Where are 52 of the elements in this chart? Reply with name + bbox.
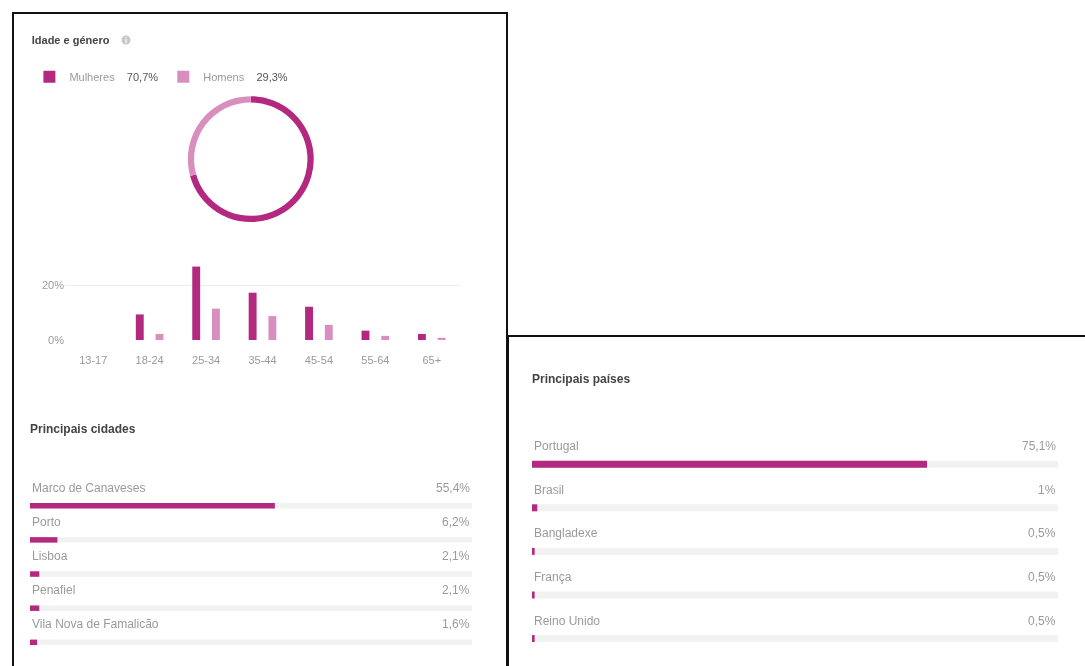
data-label: 0,5% (1028, 526, 1056, 540)
bar (135, 314, 144, 340)
bar (268, 316, 277, 340)
data-label: 1% (1038, 483, 1056, 497)
bar (381, 335, 390, 340)
donut-slice (187, 96, 251, 176)
x-tick-label: 13-17 (79, 354, 108, 366)
bar (324, 324, 333, 340)
y-tick-label: Brasil (534, 483, 565, 497)
data-label: 55,4% (436, 481, 471, 495)
y-tick-label: Porto (32, 515, 62, 529)
legend-label: Homens (203, 71, 245, 84)
data-label: 2,1% (442, 583, 470, 597)
y-tick-label: Bangladexe (534, 526, 598, 540)
data-label: 70,7% (126, 71, 159, 84)
x-tick-label: 18-24 (135, 354, 164, 366)
bar (30, 537, 58, 543)
y-tick-label: Lisboa (32, 549, 68, 563)
y-tick-label: Reino Unido (534, 614, 601, 628)
data-label: 1,6% (442, 617, 470, 631)
data-label: 0,5% (1028, 614, 1056, 628)
donut-slice (190, 96, 314, 223)
bar (30, 639, 38, 646)
x-tick-label: 25-34 (192, 354, 221, 366)
data-label: 6,2% (442, 515, 470, 529)
chart-title: Principais países (532, 372, 631, 387)
data-label: 29,3% (256, 71, 288, 84)
y-tick-label: 20% (41, 278, 65, 291)
chart-title: Idade e género (31, 34, 110, 47)
y-tick-label: França (534, 570, 572, 584)
y-tick-label: Marco de Canaveses (32, 481, 146, 495)
bar (248, 292, 257, 340)
x-tick-label: 35-44 (248, 354, 277, 366)
data-label: 75,1% (1022, 439, 1057, 453)
data-label: 2,1% (442, 549, 470, 563)
chart-title: Principais cidades (30, 422, 136, 437)
bar (305, 306, 313, 340)
bar (30, 605, 40, 611)
legend-label: Mulheres (69, 71, 115, 84)
bar (192, 266, 201, 340)
y-tick-label: Penafiel (32, 583, 76, 597)
x-tick-label: 65+ (422, 354, 442, 366)
bar (212, 308, 220, 340)
x-tick-label: 45-54 (304, 354, 333, 366)
bar (417, 333, 426, 340)
bar (30, 571, 40, 577)
y-tick-label: Vila Nova de Famalicão (32, 617, 159, 631)
bar (437, 337, 446, 340)
y-tick-label: 0% (48, 333, 65, 346)
data-label: 0,5% (1028, 570, 1056, 584)
y-tick-label: Portugal (534, 439, 579, 453)
x-tick-label: 55-64 (361, 354, 390, 366)
